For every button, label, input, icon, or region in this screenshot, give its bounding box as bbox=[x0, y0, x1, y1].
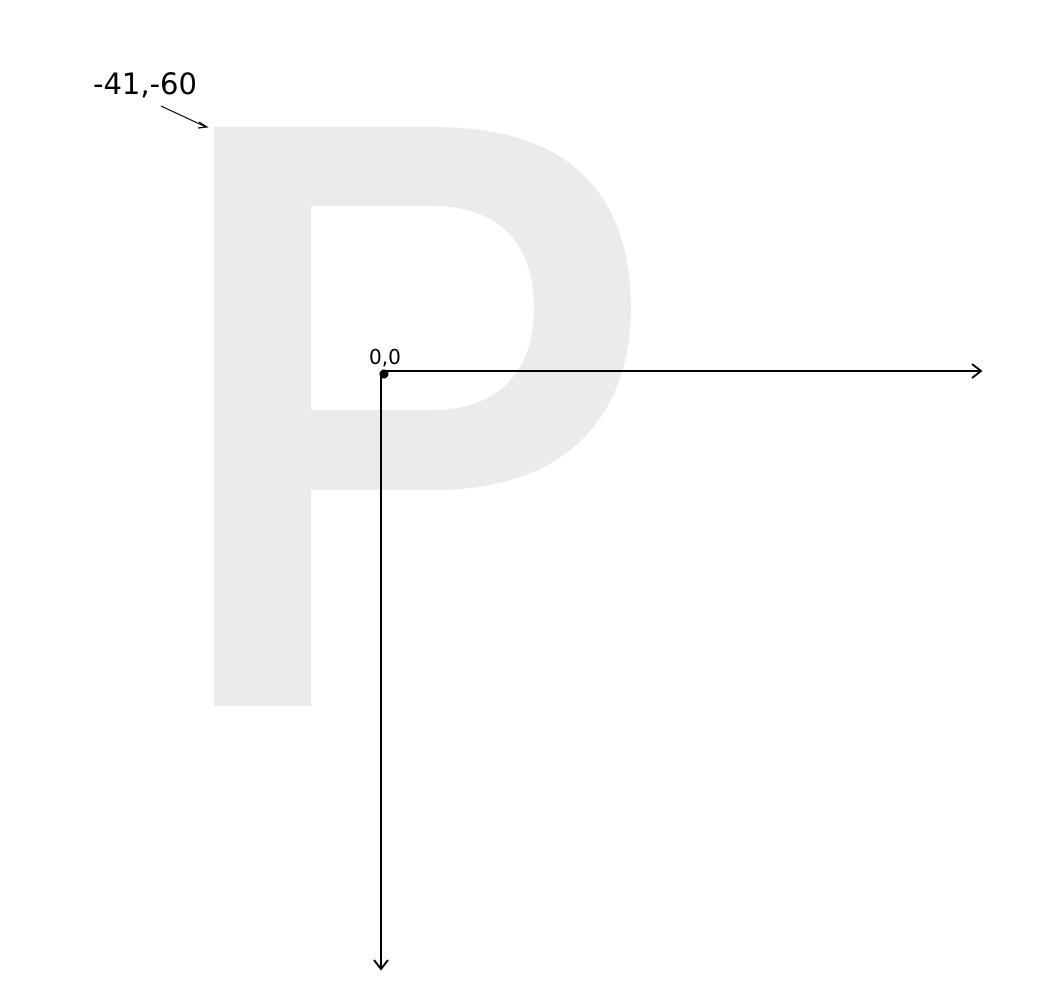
corner-label: -41,-60 bbox=[93, 67, 197, 101]
x-axis-arrowhead bbox=[971, 363, 983, 379]
origin-label: 0,0 bbox=[369, 345, 401, 369]
corner-pointer-arrowhead bbox=[197, 121, 209, 129]
origin-dot bbox=[379, 369, 389, 379]
corner-pointer-line bbox=[160, 105, 207, 128]
glyph-p-shape bbox=[214, 127, 631, 706]
y-axis-arrowhead bbox=[373, 959, 389, 971]
